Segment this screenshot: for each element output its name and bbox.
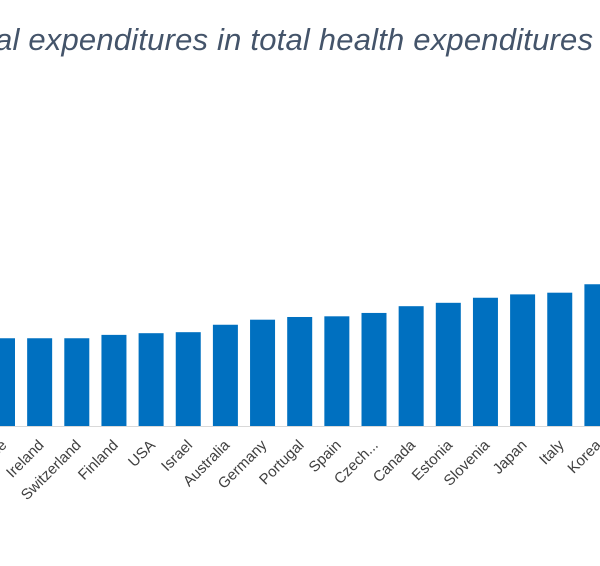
bar-usa [138,333,164,426]
x-tick-label: Canada [370,436,420,486]
bar-estonia [435,302,461,426]
bar-finland [101,334,127,427]
bar-italy [547,292,573,426]
bar-canada [398,306,424,426]
chart-title: al expenditures in total health expendit… [0,22,594,57]
bar-israel [175,332,201,427]
bar-australia [212,324,238,426]
bars-group [0,284,600,427]
bar-germany [250,319,276,426]
bar-ireland [27,338,53,426]
bar-korea [584,284,600,426]
x-tick-label: Japan [490,437,531,478]
x-tick-label: Italy [536,436,568,468]
bar-spain [324,316,350,426]
x-tick-label: ce [0,437,10,460]
x-tick-label: Finland [75,437,122,484]
bar-japan [510,294,536,427]
bar-switzerland [64,338,90,426]
bar-slovenia [472,297,498,426]
bar-portugal [287,316,313,426]
bar-ce [0,338,15,426]
bar-czech [361,312,387,426]
x-tick-label: USA [125,437,159,471]
x-tick-label: Korea [564,436,600,477]
